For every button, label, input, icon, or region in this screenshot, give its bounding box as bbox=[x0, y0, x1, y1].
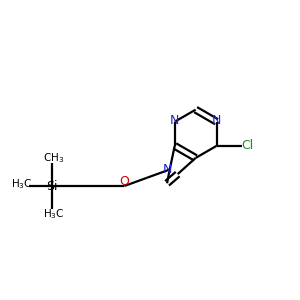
Text: N: N bbox=[163, 163, 172, 176]
Text: H$_3$C: H$_3$C bbox=[43, 207, 64, 221]
Text: O: O bbox=[119, 175, 129, 188]
Text: Cl: Cl bbox=[241, 140, 253, 152]
Text: N: N bbox=[170, 114, 179, 127]
Text: Si: Si bbox=[46, 179, 58, 193]
Text: CH$_3$: CH$_3$ bbox=[43, 151, 64, 165]
Text: N: N bbox=[212, 114, 221, 127]
Text: H$_3$C: H$_3$C bbox=[11, 178, 32, 191]
